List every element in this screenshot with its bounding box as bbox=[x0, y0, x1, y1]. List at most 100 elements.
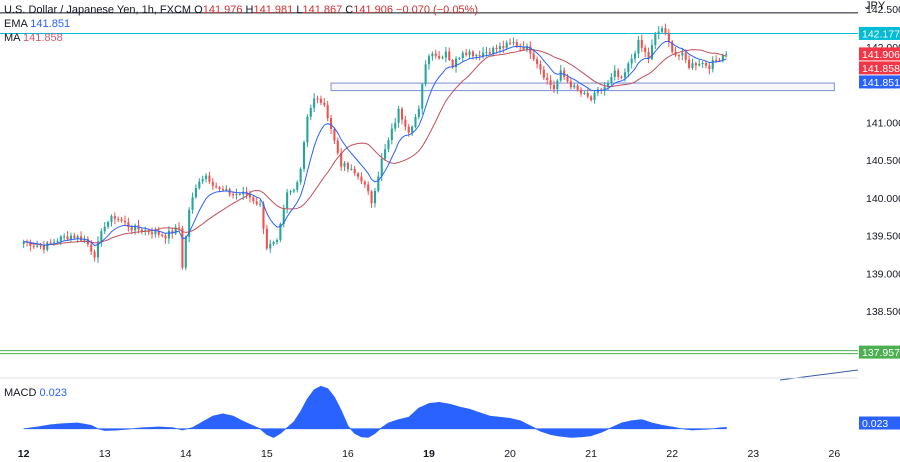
candle bbox=[110, 214, 113, 227]
candle-body bbox=[475, 55, 478, 57]
candle-body bbox=[117, 218, 120, 220]
time-tick-label: 19 bbox=[423, 448, 435, 460]
candle bbox=[211, 177, 214, 190]
candle-body bbox=[552, 84, 556, 90]
candle-body bbox=[363, 181, 366, 185]
candle bbox=[509, 38, 512, 46]
candle-body bbox=[630, 58, 633, 64]
ma-badge-bg bbox=[859, 61, 900, 75]
symbol-legend[interactable]: U.S. Dollar / Japanese Yen, 1h, FXCM O14… bbox=[4, 3, 478, 17]
level-lower-lines[interactable] bbox=[0, 350, 858, 355]
candle-body bbox=[346, 163, 349, 170]
ema-legend[interactable]: EMA 141.851 bbox=[4, 17, 70, 31]
candle bbox=[107, 220, 110, 229]
candle bbox=[299, 167, 302, 185]
price-badges: 142.177 141.906 141.858 141.851 137.957 0.023 bbox=[859, 26, 900, 430]
candle-body bbox=[350, 168, 353, 170]
candle bbox=[711, 56, 714, 73]
ohlc-value: 141.981 bbox=[253, 4, 294, 16]
candle-body bbox=[536, 59, 539, 65]
price-pane[interactable] bbox=[0, 12, 859, 381]
candle bbox=[475, 53, 478, 60]
candle-body bbox=[431, 53, 434, 57]
candle bbox=[262, 201, 265, 235]
candle-body bbox=[505, 42, 508, 48]
candle-body bbox=[400, 108, 404, 120]
candle-body bbox=[373, 191, 376, 204]
candle bbox=[404, 115, 407, 131]
time-tick-label: 22 bbox=[666, 448, 678, 460]
price-tick-label: 141.000 bbox=[866, 117, 900, 129]
candle-body bbox=[438, 55, 441, 59]
candle-body bbox=[434, 53, 437, 56]
candle-body bbox=[390, 128, 393, 141]
candle bbox=[201, 175, 204, 184]
candle bbox=[640, 34, 643, 53]
price-badge: 141.906 bbox=[859, 47, 900, 61]
candle bbox=[421, 82, 424, 115]
candle bbox=[411, 125, 414, 136]
candle bbox=[448, 47, 451, 62]
candle-body bbox=[610, 76, 613, 84]
candle-body bbox=[448, 51, 451, 60]
price-tick-label: 142.500 bbox=[866, 4, 900, 16]
candle-body bbox=[316, 98, 319, 100]
candle-body bbox=[323, 102, 326, 105]
candle bbox=[397, 105, 400, 128]
price-tick-label: 140.000 bbox=[866, 193, 900, 205]
candle bbox=[704, 61, 708, 69]
candle bbox=[522, 41, 525, 51]
candle-body bbox=[32, 246, 35, 248]
candle-body bbox=[694, 63, 697, 66]
candle-body bbox=[76, 236, 79, 239]
candle-body bbox=[235, 194, 238, 196]
candle-body bbox=[215, 185, 218, 188]
candle bbox=[25, 239, 29, 247]
candle bbox=[302, 140, 306, 172]
ma-legend[interactable]: MA 141.858 bbox=[4, 31, 63, 45]
candle-body bbox=[566, 76, 569, 82]
candle bbox=[424, 60, 427, 87]
candle-body bbox=[343, 163, 346, 167]
ema-badge-text: 141.851 bbox=[862, 77, 900, 89]
candle-body bbox=[201, 178, 204, 182]
candle-body bbox=[596, 89, 599, 93]
candle bbox=[620, 75, 623, 80]
candle-body bbox=[164, 235, 167, 239]
candle-body bbox=[100, 231, 103, 242]
candle bbox=[363, 180, 366, 188]
candle-body bbox=[451, 59, 454, 68]
candle bbox=[488, 47, 491, 56]
candle-body bbox=[563, 70, 566, 77]
candle bbox=[458, 56, 461, 60]
candle-body bbox=[465, 52, 468, 55]
price-badge-text: 141.906 bbox=[862, 49, 900, 61]
candle-body bbox=[461, 52, 464, 59]
candle bbox=[417, 105, 420, 120]
candle-body bbox=[167, 230, 170, 239]
candle bbox=[725, 50, 728, 58]
candle bbox=[292, 188, 295, 194]
candle bbox=[134, 223, 137, 235]
candle-body bbox=[498, 46, 501, 50]
consolidation-zone[interactable] bbox=[330, 82, 835, 92]
candle bbox=[161, 233, 164, 238]
candle-body bbox=[532, 53, 535, 60]
candle bbox=[289, 189, 292, 196]
candle bbox=[323, 98, 326, 108]
candle-body bbox=[539, 64, 542, 70]
candle-body bbox=[96, 241, 100, 258]
candle-body bbox=[492, 47, 495, 54]
macd-pane[interactable] bbox=[23, 385, 727, 438]
candle-body bbox=[617, 70, 620, 77]
candle bbox=[586, 88, 589, 99]
candle-body bbox=[103, 226, 106, 232]
ema-badge: 141.851 bbox=[859, 75, 900, 89]
time-axis[interactable]: 12 13 14 15 16 19 20 21 22 23 26 bbox=[18, 448, 841, 460]
candle-body bbox=[137, 225, 140, 230]
candle-body bbox=[573, 85, 576, 88]
candle-body bbox=[353, 168, 356, 174]
macd-legend[interactable]: MACD 0.023 bbox=[4, 386, 67, 400]
candle bbox=[549, 75, 552, 90]
